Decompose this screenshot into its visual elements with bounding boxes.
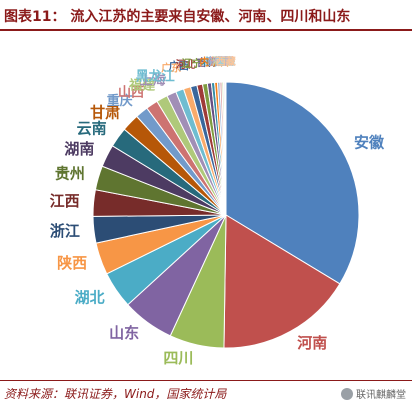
pie-slice-label: 河北	[176, 58, 196, 71]
pie-slice-label: 湖南	[64, 140, 94, 158]
pie-slice-label: 贵州	[55, 164, 85, 182]
pie-slice-label: 福建	[128, 78, 155, 94]
pie-slices	[92, 81, 360, 349]
source-note: 资料来源：联讯证券，Wind，国家统计局	[4, 387, 227, 401]
pie-slice-label: 广东	[161, 62, 181, 75]
pie-slice-label: 四川	[163, 349, 193, 367]
pie-slice-label: 上海	[140, 73, 166, 89]
pie-slice-label: 辽宁	[182, 57, 202, 70]
pie-slice-label: 吉林	[197, 56, 218, 69]
pie-slice-label: 河南	[297, 334, 327, 352]
pie-slice-label: 天津	[210, 55, 230, 68]
watermark: 联讯麒麟堂	[341, 386, 406, 401]
pie-slice	[223, 214, 341, 349]
pie-slice-label: 甘肃	[90, 103, 120, 121]
pie-slice	[225, 81, 360, 285]
pie-slice-label: 黑龙江	[136, 69, 175, 85]
pie-slice-label: 广西	[169, 60, 189, 73]
pie-slice-label: 西藏	[216, 55, 236, 68]
pie-slice-label: 山西	[118, 85, 144, 101]
footer-divider	[0, 380, 412, 381]
pie-slice-label: 青海	[215, 55, 235, 68]
pie-slice-label: 浙江	[50, 222, 80, 240]
wechat-icon	[341, 387, 353, 400]
pie-slice-label: 北京	[201, 56, 221, 69]
figure-header: 图表11： 流入江苏的主要来自安徽、河南、四川和山东	[0, 0, 412, 31]
pie-slice-label: 湖北	[75, 288, 105, 306]
pie-slice-label: 重庆	[107, 93, 133, 109]
pie-slice-label: 陕西	[57, 254, 87, 272]
pie-slice-label: 江西	[50, 192, 80, 210]
pie-slice-label: 山东	[109, 324, 139, 342]
pie-slice-label: 宁夏	[214, 55, 235, 68]
figure-title: 图表11： 流入江苏的主要来自安徽、河南、四川和山东	[4, 9, 351, 25]
pie-slice-label: 海南	[212, 55, 232, 68]
pie-slice-label: 内蒙古	[200, 55, 230, 68]
header-divider	[0, 29, 412, 31]
pie-chart-area: 安徽河南四川 山东 湖北 陕西 浙江 江西 贵州 湖南 云南 甘肃 重庆 山西 福建 上海 黑龙江 广东 广西河…	[0, 31, 412, 378]
watermark-text: 联讯麒麟堂	[356, 390, 406, 401]
pie-slice-label: 云南	[77, 120, 107, 138]
pie-slice-label: 新疆	[208, 55, 228, 68]
pie-slice-label: 安徽	[354, 133, 385, 151]
